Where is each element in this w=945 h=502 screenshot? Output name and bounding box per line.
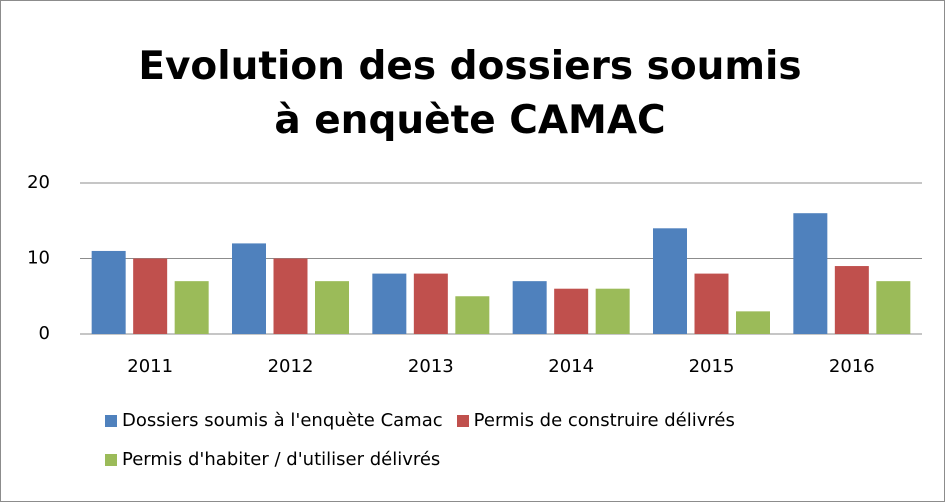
bar <box>133 258 168 334</box>
bar <box>455 296 490 334</box>
bar <box>372 273 407 334</box>
y-tick-label: 20 <box>27 172 50 193</box>
bar <box>232 243 266 334</box>
bar <box>315 281 349 334</box>
legend-label: Permis de construire délivrés <box>473 410 735 431</box>
bar <box>834 266 869 334</box>
bar <box>653 228 687 334</box>
bar <box>793 213 828 334</box>
x-tick-label: 2016 <box>829 356 875 377</box>
bar <box>554 288 589 334</box>
x-tick-label: 2012 <box>268 356 314 377</box>
legend-swatch <box>105 453 117 466</box>
y-tick-label: 0 <box>39 323 50 344</box>
bar <box>595 288 630 334</box>
chart-title: Evolution des dossiers soumis à enquète … <box>138 44 802 143</box>
bar <box>694 273 729 334</box>
legend-item: Permis de construire délivrés <box>456 410 735 431</box>
x-tick-label: 2011 <box>127 356 173 377</box>
legend-label: Permis d'habiter / d'utiliser délivrés <box>122 449 441 470</box>
bar <box>174 281 209 334</box>
legend: Dossiers soumis à l'enquète Camac Permis … <box>105 410 845 470</box>
x-tick-label: 2015 <box>689 356 735 377</box>
legend-swatch <box>105 414 117 427</box>
legend-item: Dossiers soumis à l'enquète Camac <box>105 410 443 431</box>
bar <box>91 250 126 334</box>
x-tick-label: 2014 <box>548 356 594 377</box>
legend-swatch <box>456 414 469 427</box>
bar <box>273 258 308 334</box>
x-tick-label: 2013 <box>408 356 454 377</box>
bar <box>413 273 448 334</box>
bar <box>876 281 911 334</box>
bar <box>512 281 547 334</box>
bar <box>736 311 770 334</box>
legend-label: Dossiers soumis à l'enquète Camac <box>122 410 443 431</box>
legend-item: Permis d'habiter / d'utiliser délivrés <box>105 449 440 470</box>
y-tick-label: 10 <box>27 248 50 269</box>
